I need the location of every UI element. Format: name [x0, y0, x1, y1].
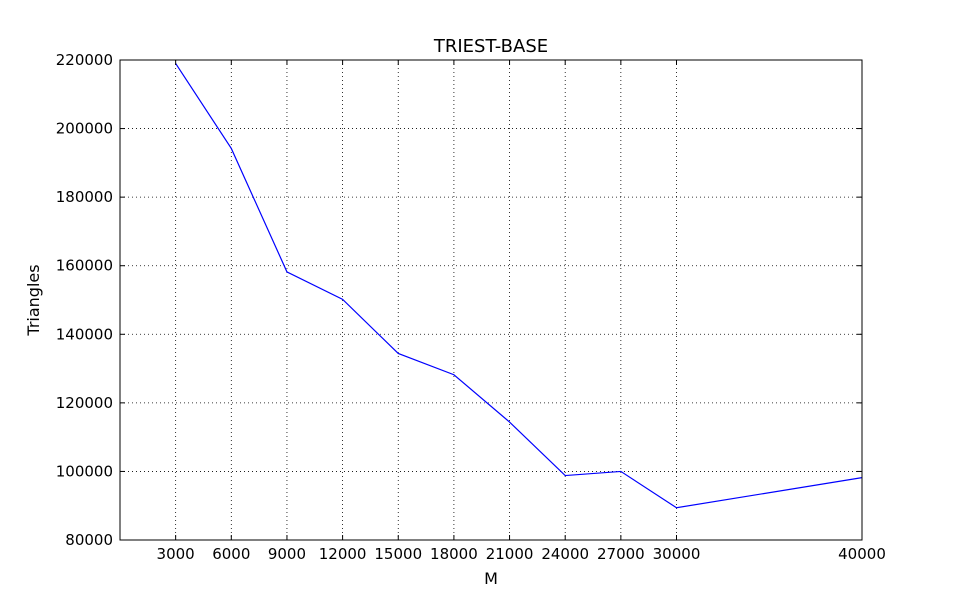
chart-title: TRIEST-BASE [433, 36, 548, 57]
x-tick-label: 15000 [374, 545, 422, 563]
series-line [175, 63, 863, 509]
x-tick-label: 24000 [541, 545, 589, 563]
y-tick-label: 80000 [65, 531, 113, 549]
y-tick-label: 100000 [56, 462, 113, 480]
x-tick-label: 18000 [430, 545, 478, 563]
y-tick-labels: 80000 100000 120000 140000 160000 180000 20000… [56, 51, 113, 549]
x-tick-label: 21000 [486, 545, 534, 563]
tick-marks [120, 59, 863, 541]
y-tick-label: 180000 [56, 188, 113, 206]
x-tick-label: 9000 [268, 545, 306, 563]
x-tick-label: 30000 [653, 545, 701, 563]
y-tick-label: 160000 [56, 257, 113, 275]
x-tick-label: 27000 [597, 545, 645, 563]
plot-frame [119, 59, 863, 541]
x-tick-label: 40000 [838, 545, 886, 563]
y-tick-label: 140000 [56, 325, 113, 343]
x-axis-title: M [484, 569, 498, 588]
y-tick-label: 220000 [56, 51, 113, 69]
x-tick-labels: 3000 6000 9000 12000 15000 18000 21000 24000 270… [157, 545, 886, 563]
y-axis-title: Triangles [24, 264, 43, 336]
x-tick-label: 3000 [157, 545, 195, 563]
series-layer [175, 63, 863, 509]
x-tick-label: 6000 [212, 545, 250, 563]
y-tick-label: 200000 [56, 120, 113, 138]
y-tick-label: 120000 [56, 394, 113, 412]
x-tick-label: 12000 [319, 545, 367, 563]
grid-lines [120, 59, 863, 541]
